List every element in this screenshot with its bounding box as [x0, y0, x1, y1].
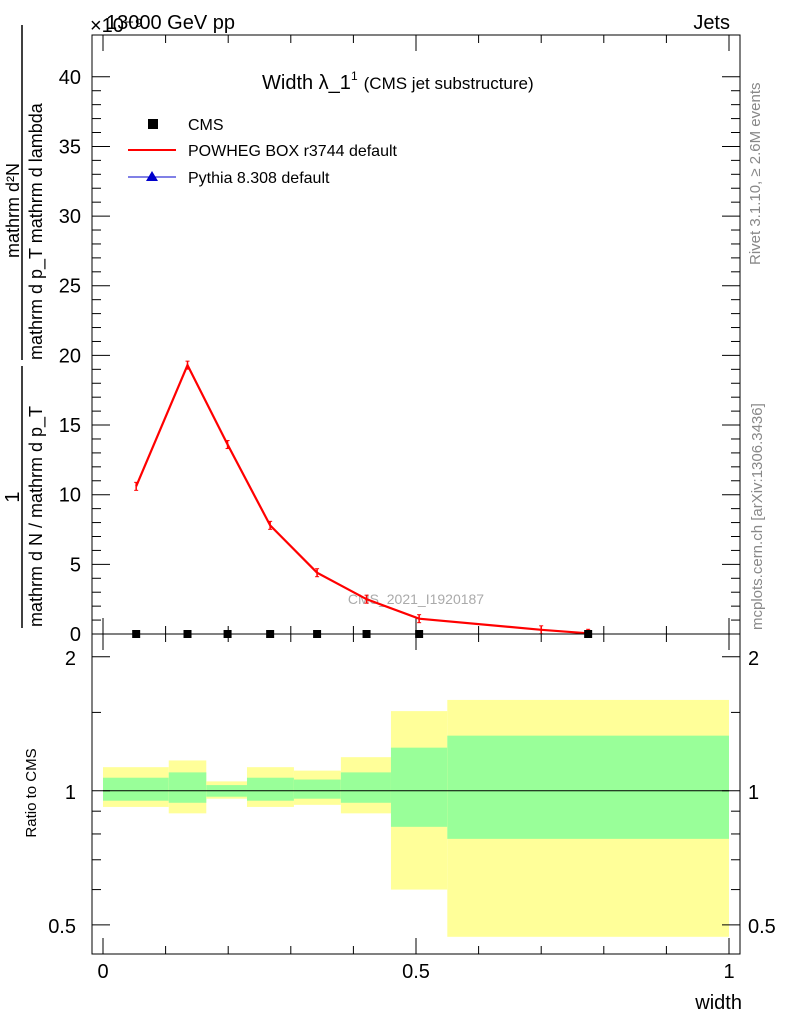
ratio-stat-band: [447, 735, 729, 839]
upper-ytick-label: 40: [59, 67, 81, 89]
upper-ytick-label: 35: [59, 136, 81, 158]
upper-plot-data: [132, 360, 593, 638]
ratio-ytick-label-left: 0.5: [48, 916, 76, 938]
upper-ytick-label: 30: [59, 206, 81, 228]
beam-label: 13000 GeV pp: [106, 12, 235, 34]
ratio-xtick-label: 0: [97, 961, 108, 983]
ratio-ytick-label-right: 0.5: [748, 916, 776, 938]
ratio-ytick-label-right: 1: [748, 782, 759, 804]
ratio-ytick-label-right: 2: [748, 648, 759, 670]
ratio-stat-band: [293, 779, 341, 799]
legend: CMS POWHEG BOX r3744 default Pythia 8.30…: [128, 117, 398, 187]
mcplots-label: mcplots.cern.ch [arXiv:1306.3436]: [749, 403, 766, 630]
ylabel-numerator-right: mathrm d²N: [3, 163, 23, 258]
rivet-label: Rivet 3.1.10, ≥ 2.6M events: [747, 83, 764, 266]
lower-axes: 0.5 0.5 1 1 2 2 0 0.5 1: [48, 634, 776, 983]
ratio-stat-band: [340, 772, 391, 803]
legend-marker-pythia: [146, 171, 158, 181]
ylabel-denominator-right: mathrm d p_T mathrm d lambda: [26, 102, 47, 360]
upper-ytick-label: 25: [59, 276, 81, 298]
upper-y-axis: 0 5 10 15 20 25 30 35 40: [59, 35, 740, 646]
ratio-stat-band: [390, 747, 448, 827]
category-label: Jets: [693, 12, 730, 34]
ratio-bands: [103, 699, 729, 937]
ratio-xtick-label: 0.5: [402, 961, 430, 983]
upper-ytick-label: 0: [70, 624, 81, 646]
upper-ytick-label: 5: [70, 554, 81, 576]
plot-title: Width λ_11 (CMS jet substructure): [262, 69, 534, 94]
legend-label-cms: CMS: [188, 117, 224, 134]
legend-label-pythia: Pythia 8.308 default: [188, 170, 330, 187]
legend-marker-cms: [148, 119, 158, 129]
ratio-stat-band: [103, 777, 169, 801]
analysis-watermark: CMS_2021_I1920187: [348, 591, 484, 607]
ratio-ytick-label-left: 1: [65, 782, 76, 804]
x-axis-label: width: [694, 992, 742, 1014]
ratio-xtick-label: 1: [723, 961, 734, 983]
ratio-stat-band: [246, 777, 294, 801]
upper-y-axis-label: 1 mathrm d N / mathrm d p_T mathrm d²N m…: [2, 25, 47, 628]
legend-label-powheg: POWHEG BOX r3744 default: [188, 143, 398, 160]
ratio-y-axis-label: Ratio to CMS: [23, 748, 40, 837]
ratio-stat-band: [168, 772, 207, 803]
upper-ytick-label: 20: [59, 345, 81, 367]
ratio-ytick-label-left: 2: [65, 648, 76, 670]
upper-ytick-label: 10: [59, 485, 81, 507]
exponent-label: ×10⁻⁹: [90, 15, 143, 37]
ylabel-denominator-left: mathrm d N / mathrm d p_T: [26, 406, 47, 627]
ylabel-numerator-one: 1: [2, 491, 24, 502]
upper-ytick-label: 15: [59, 415, 81, 437]
